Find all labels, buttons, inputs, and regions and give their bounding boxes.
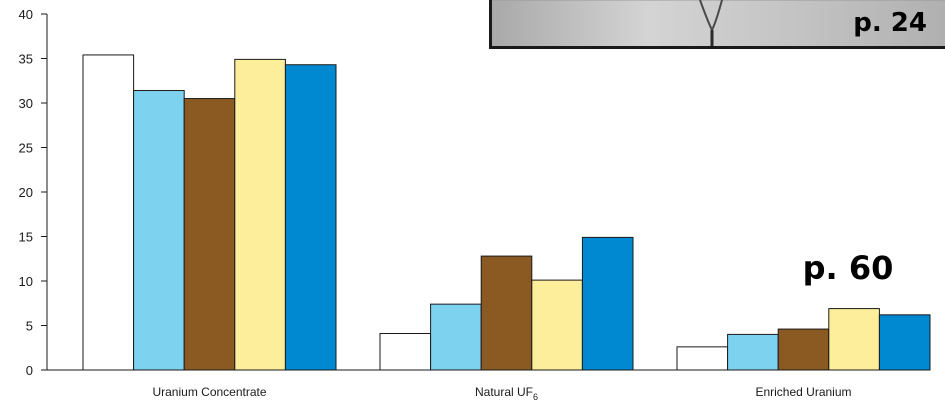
y-tick-label: 20	[19, 185, 33, 200]
bar	[234, 58, 286, 371]
y-tick-label: 25	[19, 141, 33, 156]
y-tick-label: 35	[19, 52, 33, 67]
y-tick-label: 5	[26, 319, 33, 334]
y-tick-label: 30	[19, 96, 33, 111]
bar	[379, 333, 432, 371]
y-tick-label: 15	[19, 230, 33, 245]
bar	[480, 255, 533, 371]
bar	[82, 54, 135, 371]
category-labels: Uranium Concentrate Natural UF6 Enriched U…	[152, 385, 851, 401]
bar	[133, 90, 185, 371]
bar	[581, 236, 634, 371]
bar	[878, 314, 931, 371]
page-reference-mid: p. 60	[803, 249, 894, 287]
y-tick-label: 40	[19, 7, 33, 22]
bar	[183, 98, 236, 371]
category-label: Natural UF6	[475, 385, 538, 401]
category-label: Uranium Concentrate	[152, 385, 266, 399]
bar	[828, 308, 880, 371]
category-label: Enriched Uranium	[755, 385, 851, 399]
bar	[777, 328, 830, 371]
y-tick-label: 10	[19, 274, 33, 289]
bar	[676, 346, 729, 371]
photo-inset: p. 24	[489, 0, 945, 49]
y-tick-label: 0	[26, 363, 33, 378]
bar	[284, 64, 337, 371]
bar	[727, 333, 779, 371]
bar	[430, 303, 482, 371]
bars	[82, 54, 931, 371]
page-reference-top: p. 24	[853, 8, 927, 38]
bar	[531, 279, 583, 371]
